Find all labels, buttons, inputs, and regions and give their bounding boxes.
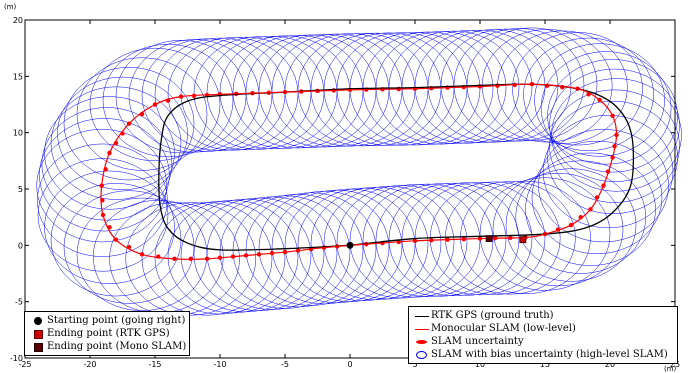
legend-item-slam-uncertainty: SLAM uncertainty: [413, 335, 673, 348]
bias-uncertainty-circle: [492, 172, 624, 287]
axis-ticks: -25 -20 -15 -10 -5 0 5 10 15 20 25 -10 -5 0 5 10 15 20: [10, 16, 680, 369]
legend-series: RTK GPS (ground truth) Monocular SLAM (l…: [408, 306, 678, 364]
bias-uncertainty-circle: [102, 43, 234, 158]
bias-uncertainty-circle: [50, 86, 182, 200]
bias-uncertainty-circle: [167, 37, 299, 151]
y-tick-label: 5: [18, 185, 23, 194]
bias-uncertainty-circle: [388, 182, 520, 297]
legend-label: SLAM uncertainty: [431, 336, 524, 347]
x-tick-label: -5: [281, 360, 289, 369]
bias-uncertainty-circle: [141, 38, 273, 152]
bias-uncertainty-circle: [37, 158, 169, 272]
bias-uncertainty-circle: [63, 67, 195, 181]
y-tick-label: 15: [13, 72, 23, 81]
legend-item-mono-slam: Monocular SLAM (low-level): [413, 322, 673, 335]
bias-uncertainty-circle: [232, 35, 364, 149]
bias-uncertainty-circle: [505, 168, 637, 282]
bias-uncertainty-circle: [36, 129, 167, 243]
bias-uncertainty-circle: [44, 96, 175, 210]
bias-uncertainty-circle: [362, 183, 494, 297]
legend-label: SLAM with bias uncertainty (high-level S…: [431, 349, 668, 360]
bias-uncertainty-circle: [245, 34, 377, 148]
bias-uncertainty-circle: [57, 76, 188, 190]
bias-uncertainty-circle: [538, 129, 669, 243]
y-axis-unit: (m): [4, 3, 17, 11]
y-tick-label: 20: [13, 16, 23, 25]
bias-uncertainty-circle: [540, 51, 672, 165]
x-tick-label: 0: [347, 360, 352, 369]
legend-label: Monocular SLAM (low-level): [431, 323, 576, 334]
legend-item-start: Starting point (going right): [29, 314, 185, 327]
y-tick-label: 10: [13, 129, 23, 138]
point-markers: [346, 235, 527, 249]
x-tick-label: -25: [18, 360, 31, 369]
legend-label: Starting point (going right): [47, 315, 186, 326]
end-point-mono-marker: [485, 235, 493, 242]
x-tick-label: -10: [213, 360, 226, 369]
red-square-icon: [29, 328, 47, 340]
bias-uncertainty-circle: [547, 100, 678, 215]
bias-uncertainty-circle: [219, 35, 351, 149]
bias-uncertainty-circle: [534, 43, 665, 157]
x-tick-label: 15: [540, 360, 550, 369]
bias-uncertainty-circle: [193, 36, 325, 150]
legend-label: Ending point (Mono SLAM): [47, 341, 187, 352]
black-dot-icon: [29, 315, 47, 327]
bias-uncertainty-circle: [245, 192, 377, 306]
black-line-icon: [413, 310, 431, 322]
bias-uncertainty-circle: [375, 183, 507, 297]
bias-uncertainty-circle: [349, 184, 481, 298]
bias-uncertainty-circle: [89, 47, 221, 162]
legend-item-end-rtk: Ending point (RTK GPS): [29, 327, 185, 340]
bias-uncertainty-circle: [180, 36, 312, 151]
x-tick-label: 5: [412, 360, 417, 369]
bias-uncertainty-circle: [37, 143, 168, 257]
end-point-rtk-marker: [519, 236, 527, 244]
bias-uncertainty-circle: [154, 37, 286, 151]
bias-uncertainty-circle: [39, 118, 170, 232]
blue-ellipse-icon: [413, 349, 431, 361]
bias-uncertainty-circle: [479, 177, 611, 291]
legend-label: RTK GPS (ground truth): [431, 310, 554, 321]
legend-markers: Starting point (going right) Ending poin…: [24, 311, 190, 356]
x-axis-unit: (m): [664, 365, 677, 373]
bias-uncertainty-circle: [549, 68, 680, 182]
bias-uncertainty-circle: [523, 37, 654, 151]
x-tick-label: 20: [605, 360, 615, 369]
y-tick-label: -10: [10, 354, 23, 363]
bias-uncertainty-circle: [44, 170, 175, 284]
red-ellipse-icon: [413, 336, 431, 348]
x-tick-label: 10: [475, 360, 485, 369]
bias-uncertainty-circle: [206, 35, 338, 150]
legend-item-rtk-gps: RTK GPS (ground truth): [413, 309, 673, 322]
x-tick-label: -20: [83, 360, 96, 369]
bias-uncertainty-circle: [549, 89, 680, 203]
red-line-icon: [413, 323, 431, 335]
legend-item-end-mono: Ending point (Mono SLAM): [29, 340, 187, 353]
x-tick-label: 25: [670, 360, 680, 369]
mono-slam-line: [100, 83, 618, 260]
y-tick-label: 0: [18, 241, 23, 250]
bias-uncertainty-circle: [41, 107, 173, 221]
bias-uncertainty-circle: [115, 40, 247, 154]
bias-uncertainty-circle: [219, 195, 351, 309]
legend-item-bias-uncertainty: SLAM with bias uncertainty (high-level S…: [413, 348, 673, 361]
bias-uncertainty-circle: [515, 160, 646, 274]
bias-uncertainty-circle: [531, 140, 663, 255]
bias-uncertainty-circle: [125, 202, 256, 316]
y-tick-label: -5: [15, 298, 23, 307]
dark-red-square-icon: [29, 341, 47, 353]
trajectory-lines: [99, 82, 635, 262]
start-point-marker: [346, 241, 354, 249]
rtk-gps-line: [158, 83, 635, 251]
bias-uncertainty-circle: [271, 189, 403, 304]
bias-uncertainty-circle: [63, 190, 195, 304]
bias-uncertainty-circles: [36, 27, 682, 316]
x-tick-label: -15: [148, 360, 161, 369]
bias-uncertainty-circle: [525, 152, 656, 266]
bias-uncertainty-circle: [547, 59, 678, 173]
bias-uncertainty-circle: [76, 57, 208, 171]
legend-label: Ending point (RTK GPS): [47, 328, 170, 339]
